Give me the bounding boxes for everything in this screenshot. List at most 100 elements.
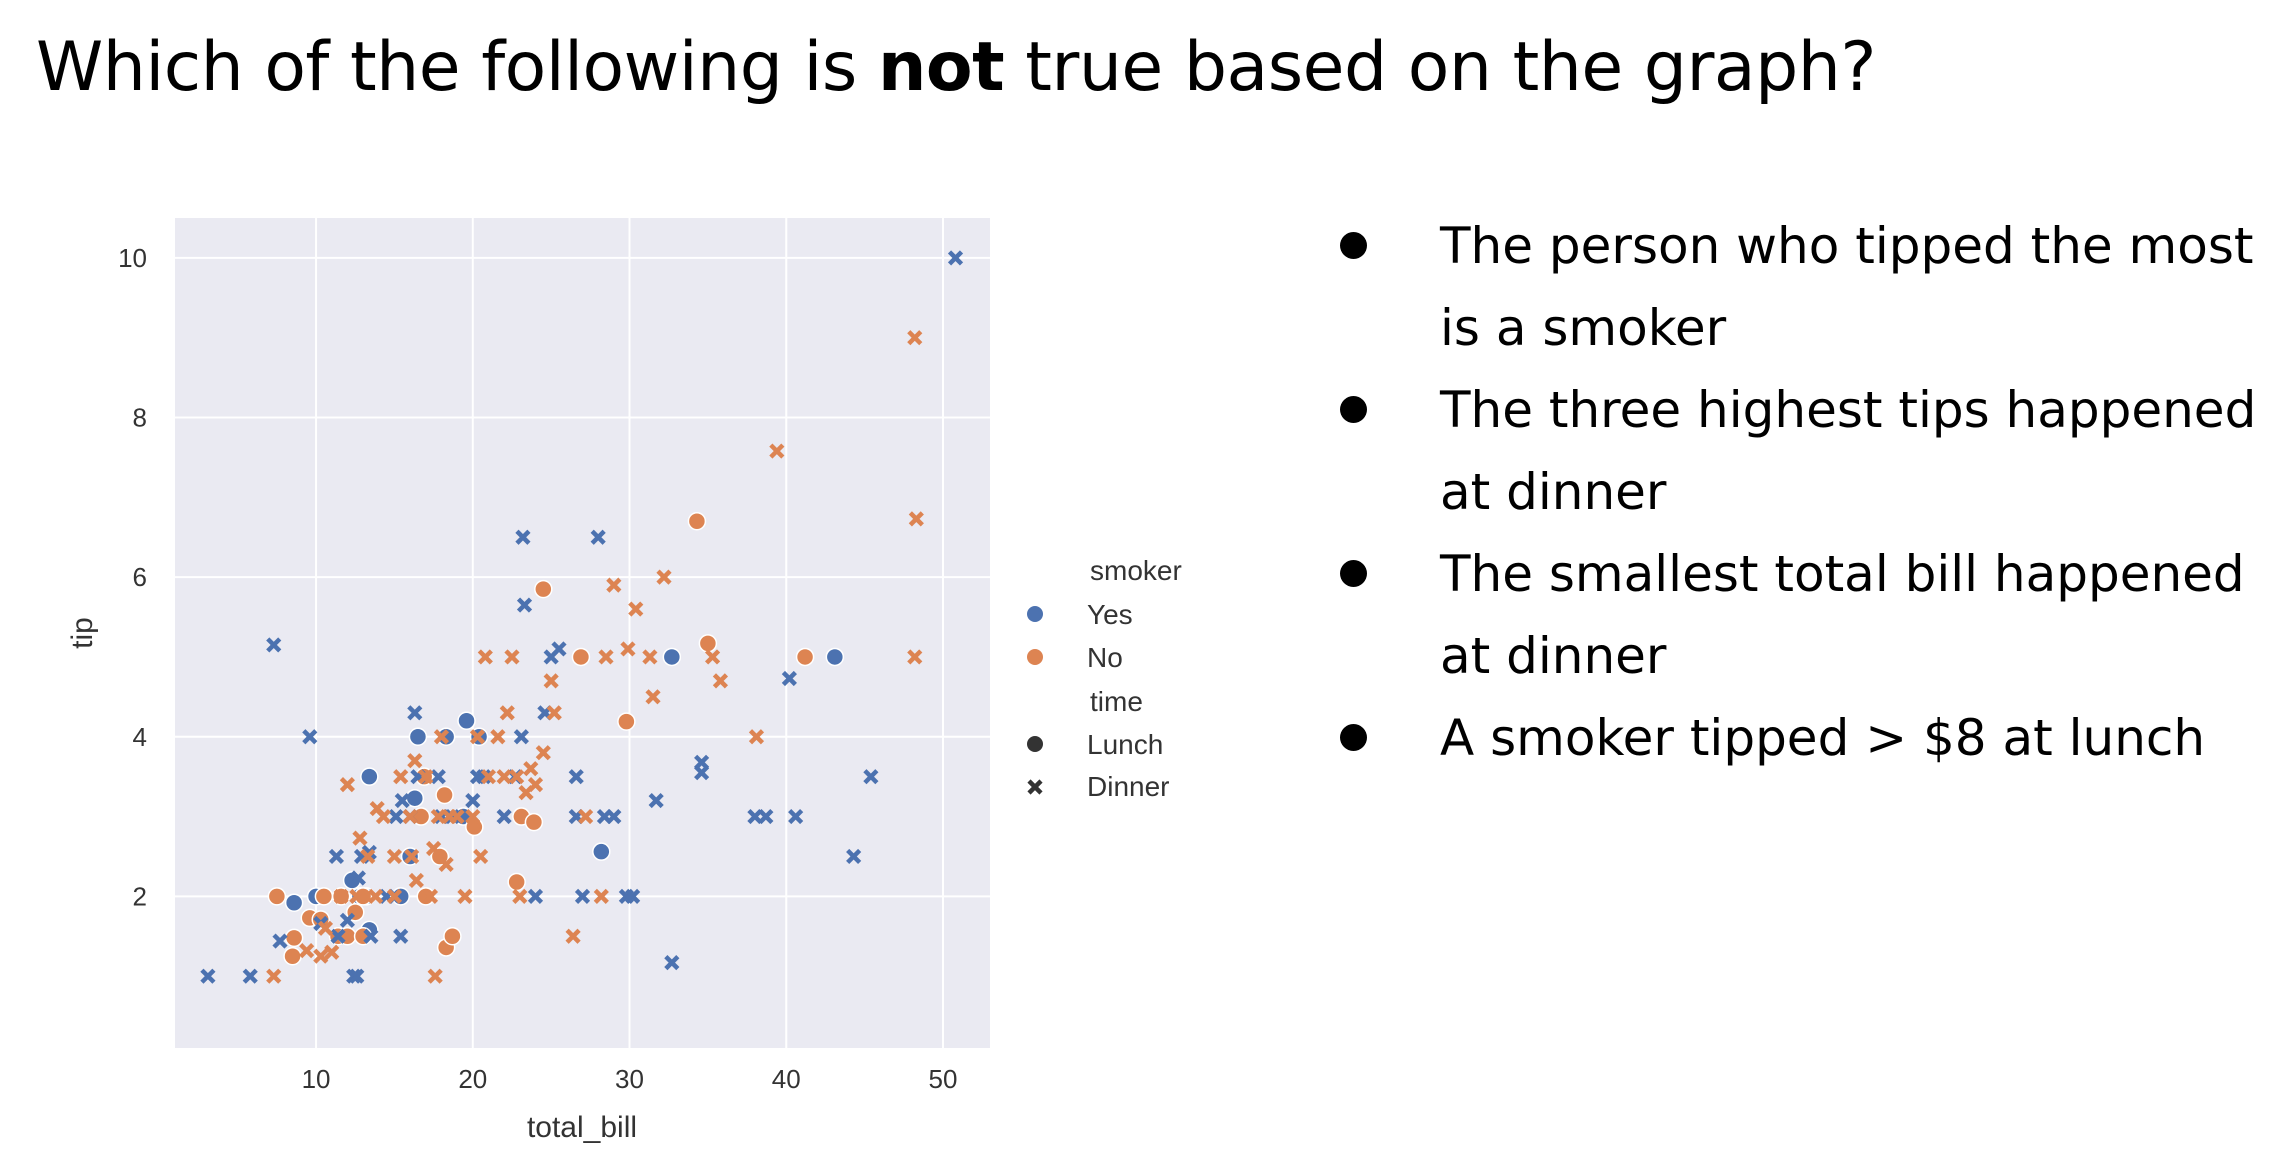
point-smoker-yes-dinner: [781, 670, 797, 687]
point-smoker-no-dinner: [512, 888, 528, 904]
x-tick-label: 40: [772, 1064, 801, 1094]
point-smoker-yes-dinner: [407, 705, 423, 721]
point-smoker-no-dinner: [908, 511, 924, 527]
y-tick-label: 8: [133, 403, 147, 433]
point-smoker-no-dinner: [769, 443, 785, 459]
point-smoker-yes-dinner: [516, 597, 533, 613]
point-smoker-no-dinner: [457, 888, 473, 904]
question-emphasis: not: [877, 28, 1005, 107]
point-smoker-no-dinner: [642, 649, 658, 665]
point-smoker-no-dinner: [704, 649, 721, 665]
bullet-icon: [1340, 232, 1367, 259]
y-axis-label: tip: [66, 617, 99, 649]
point-smoker-yes-dinner: [242, 968, 258, 984]
point-smoker-yes-dinner: [590, 529, 606, 545]
point-smoker-yes-lunch: [825, 647, 845, 667]
question-title: Which of the following is not true based…: [36, 28, 1876, 107]
point-smoker-no-dinner: [598, 649, 614, 665]
question-suffix: true based on the graph?: [1004, 28, 1876, 107]
option-1-text: The person who tipped the most is a smok…: [1440, 217, 2254, 357]
point-smoker-no-lunch: [314, 887, 334, 906]
option-3: The smallest total bill happened at dinn…: [1340, 533, 2280, 697]
x-tick-label: 20: [458, 1064, 487, 1094]
point-smoker-yes-dinner: [465, 793, 481, 809]
point-smoker-no-dinner: [339, 777, 355, 793]
point-smoker-no-lunch: [698, 634, 718, 653]
bullet-icon: [1340, 560, 1367, 587]
point-smoker-no-dinner: [523, 761, 539, 777]
point-smoker-yes-lunch: [408, 727, 428, 746]
point-smoker-yes-dinner: [947, 250, 964, 266]
legend-lunch-marker: [1027, 736, 1043, 752]
point-smoker-yes-dinner: [551, 641, 567, 657]
point-smoker-no-dinner: [386, 848, 403, 865]
point-smoker-yes-dinner: [394, 793, 410, 809]
point-smoker-no-dinner: [433, 729, 450, 745]
point-smoker-no-lunch: [443, 927, 462, 946]
point-smoker-no-lunch: [524, 812, 544, 832]
point-smoker-no-dinner: [645, 689, 661, 705]
point-smoker-yes-lunch: [662, 647, 682, 667]
scatter-points: [200, 250, 964, 984]
point-smoker-no-dinner: [313, 948, 329, 964]
point-smoker-no-dinner: [426, 840, 442, 857]
y-tick-label: 2: [133, 881, 147, 911]
point-smoker-no-dinner: [407, 753, 423, 769]
plot-background: [175, 218, 990, 1048]
point-smoker-yes-dinner: [266, 637, 282, 653]
point-smoker-yes-dinner: [393, 928, 409, 944]
point-smoker-no-dinner: [324, 944, 340, 960]
legend-dinner-marker: [1027, 779, 1043, 795]
y-axis: 2 4 6 8 10: [118, 243, 147, 911]
point-smoker-yes-dinner: [328, 848, 345, 865]
option-4-text: A smoker tipped > $8 at lunch: [1440, 709, 2206, 767]
point-smoker-yes-dinner: [527, 888, 544, 904]
point-smoker-no-dinner: [266, 968, 282, 984]
point-smoker-no-lunch: [283, 946, 302, 966]
option-2: The three highest tips happened at dinne…: [1340, 369, 2280, 533]
point-smoker-no-dinner: [509, 769, 525, 785]
point-smoker-yes-lunch: [457, 711, 476, 731]
point-smoker-no-dinner: [578, 808, 594, 825]
point-smoker-no-lunch: [284, 928, 304, 948]
point-smoker-yes-dinner: [388, 808, 404, 825]
point-smoker-no-dinner: [386, 888, 403, 904]
legend-no-marker: [1027, 649, 1043, 665]
point-smoker-no-dinner: [656, 569, 672, 585]
point-smoker-no-dinner: [422, 888, 439, 904]
point-smoker-no-dinner: [368, 888, 384, 904]
point-smoker-no-dinner: [299, 943, 315, 959]
point-smoker-yes-dinner: [694, 754, 710, 770]
point-smoker-yes-dinner: [496, 808, 512, 825]
point-smoker-no-dinner: [360, 848, 376, 865]
grid: [175, 218, 990, 1048]
legend: smoker Yes No time Lunch Dinner: [1027, 555, 1182, 802]
y-tick-label: 6: [133, 562, 147, 592]
point-smoker-no-dinner: [469, 729, 486, 745]
point-smoker-yes-dinner: [846, 848, 862, 865]
point-smoker-no-dinner: [748, 729, 765, 745]
point-smoker-no-dinner: [628, 601, 644, 617]
legend-no-label: No: [1087, 642, 1123, 673]
point-smoker-no-lunch: [617, 712, 636, 731]
point-smoker-yes-dinner: [513, 729, 529, 745]
y-tick-label: 10: [118, 243, 147, 273]
legend-style-title: time: [1090, 686, 1143, 717]
point-smoker-yes-dinner: [788, 808, 804, 825]
bullet-icon: [1340, 396, 1367, 423]
point-smoker-no-dinner: [349, 888, 365, 904]
point-smoker-no-dinner: [712, 673, 729, 689]
legend-dinner-label: Dinner: [1087, 771, 1169, 802]
point-smoker-yes-dinner: [574, 888, 591, 904]
question-prefix: Which of the following is: [36, 28, 878, 107]
point-smoker-no-dinner: [477, 649, 493, 665]
point-smoker-yes-dinner: [200, 968, 216, 984]
point-smoker-yes-lunch: [360, 767, 379, 786]
point-smoker-yes-dinner: [339, 912, 355, 928]
x-axis: 10 20 30 40 50: [302, 1064, 958, 1094]
option-2-text: The three highest tips happened at dinne…: [1440, 381, 2257, 521]
point-smoker-no-lunch: [534, 579, 553, 599]
point-smoker-no-dinner: [369, 800, 385, 817]
point-smoker-yes-dinner: [302, 729, 318, 745]
point-smoker-no-lunch: [311, 910, 331, 929]
